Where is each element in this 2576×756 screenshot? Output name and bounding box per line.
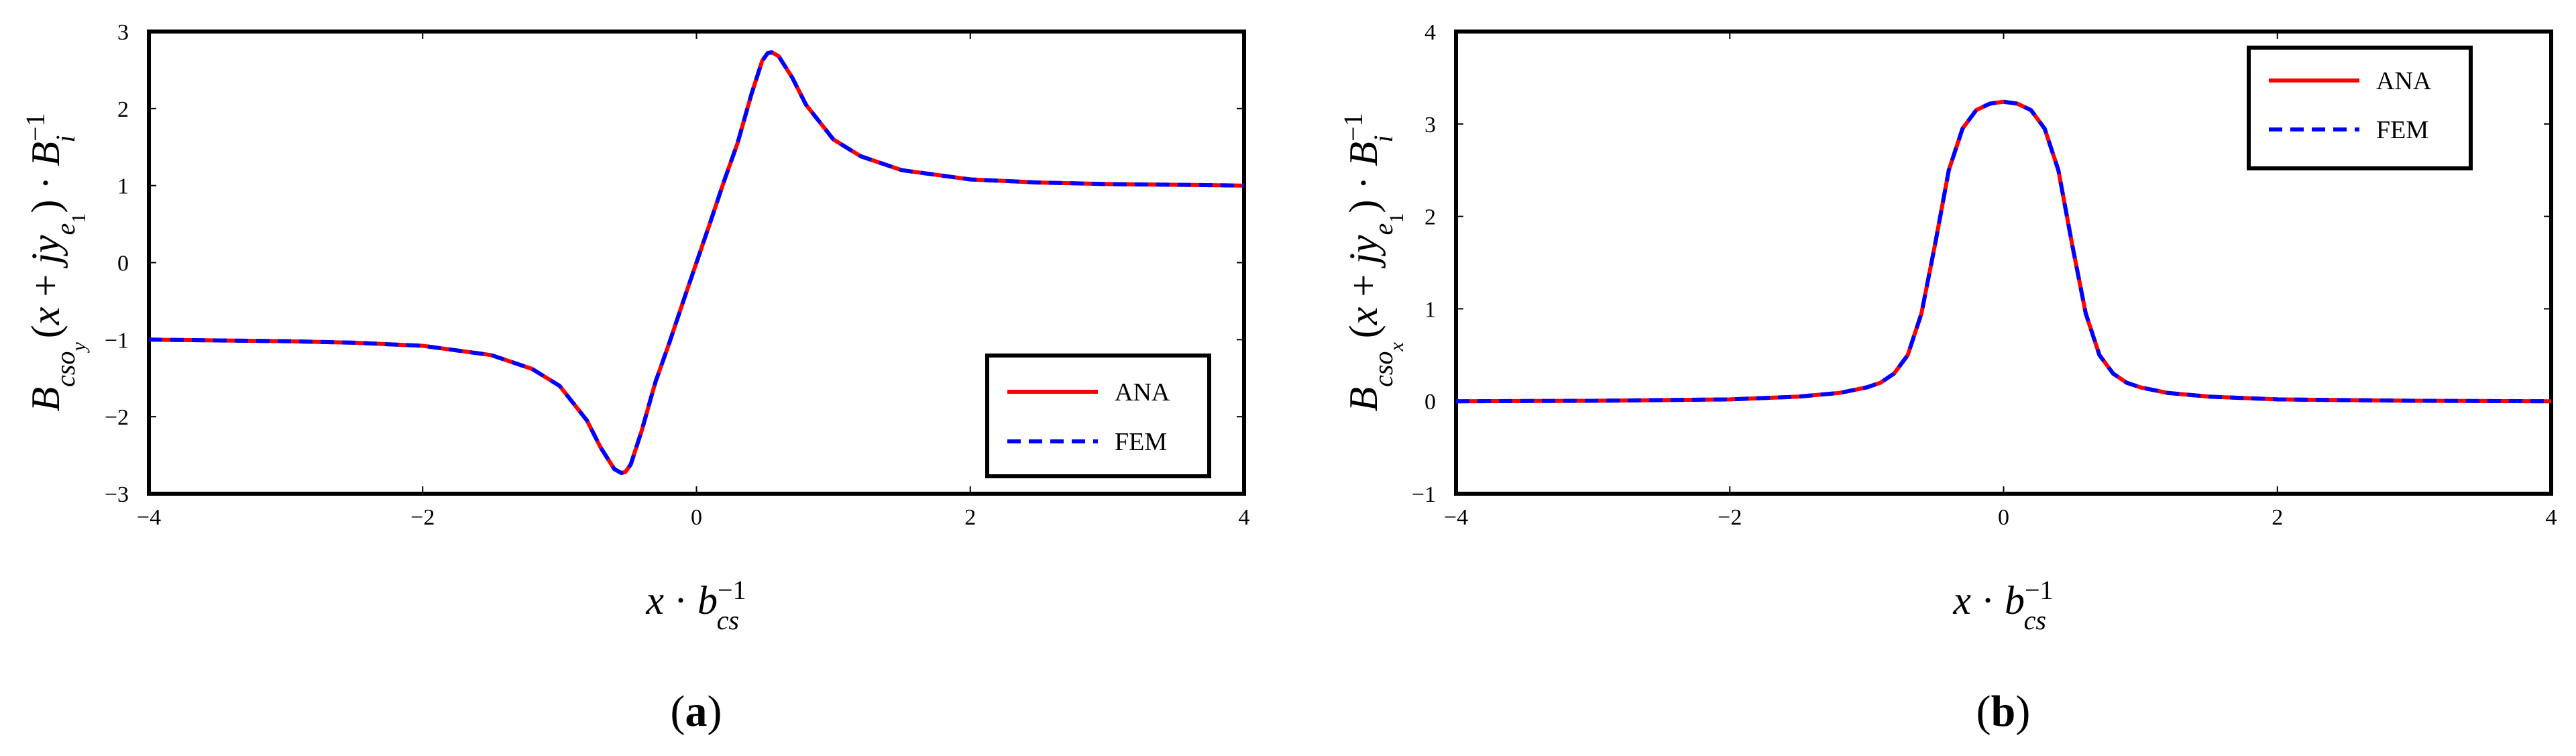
y-axis-label-b: Bcsox(x + jye1) · B−1i: [1338, 113, 1408, 411]
caption-b: (b): [1976, 687, 2031, 736]
x-tick-label: −2: [410, 505, 435, 530]
x-tick-label: 2: [964, 505, 976, 530]
panel-b: −4 −2 0 2 4 −1 0 1 2 3 4 ANA FEM Bcsox(x + jye1) ·…: [1338, 20, 2557, 736]
series-line-fem: [1455, 99, 2552, 404]
y-tick-label: −2: [105, 405, 129, 430]
y-tick-label: 2: [1424, 205, 1436, 230]
y-tick-label: 4: [1424, 20, 1436, 45]
x-axis-label-a: x · b−1 cs: [645, 575, 746, 635]
legend-label-ana-b: ANA: [2376, 67, 2432, 95]
tick-labels-a: −4 −2 0 2 4 −3 −2 −1 0 1 2 3: [105, 20, 1250, 530]
legend-b: ANA FEM: [2247, 46, 2473, 170]
legend-box-b: [2247, 46, 2473, 170]
legend-box-a: [985, 354, 1211, 478]
series-line-fem: [148, 50, 1245, 475]
y-tick-label: 0: [117, 252, 129, 276]
series-a: [148, 50, 1245, 475]
legend-label-ana-a: ANA: [1115, 378, 1170, 407]
x-tick-label: −4: [1444, 505, 1468, 530]
y-tick-label: 3: [1424, 113, 1436, 138]
caption-a: (a): [671, 687, 722, 736]
x-tick-label: −2: [1718, 505, 1742, 530]
legend-label-fem-a: FEM: [1115, 428, 1167, 456]
y-tick-label: 0: [1424, 390, 1436, 415]
x-tick-label: 4: [2546, 505, 2557, 530]
y-tick-label: 1: [117, 174, 129, 199]
y-tick-label: −1: [105, 328, 129, 353]
tick-labels-b: −4 −2 0 2 4 −1 0 1 2 3 4: [1412, 20, 2557, 530]
y-axis-label-a: Bcsoy(x + jye1) · B−1i: [20, 113, 91, 411]
x-tick-label: 0: [1998, 505, 2009, 530]
x-tick-label: 0: [691, 505, 702, 530]
y-tick-label: 2: [117, 97, 129, 122]
x-tick-label: −4: [137, 505, 161, 530]
x-tick-label: 4: [1239, 505, 1250, 530]
series-b: [1455, 99, 2552, 404]
legend-a: ANA FEM: [985, 354, 1211, 478]
ticks-a: [148, 31, 1245, 494]
x-axis-label-b: x · b−1 cs: [1952, 575, 2053, 635]
y-tick-label: −1: [1412, 482, 1436, 507]
y-tick-label: −3: [105, 482, 129, 507]
panel-a: −4 −2 0 2 4 −3 −2 −1 0 1 2 3 ANA FEM Bcsoy(x + jye1…: [20, 20, 1250, 736]
legend-label-fem-b: FEM: [2376, 116, 2428, 144]
y-tick-label: 1: [1424, 297, 1436, 322]
x-tick-label: 2: [2272, 505, 2283, 530]
y-tick-label: 3: [117, 20, 129, 45]
